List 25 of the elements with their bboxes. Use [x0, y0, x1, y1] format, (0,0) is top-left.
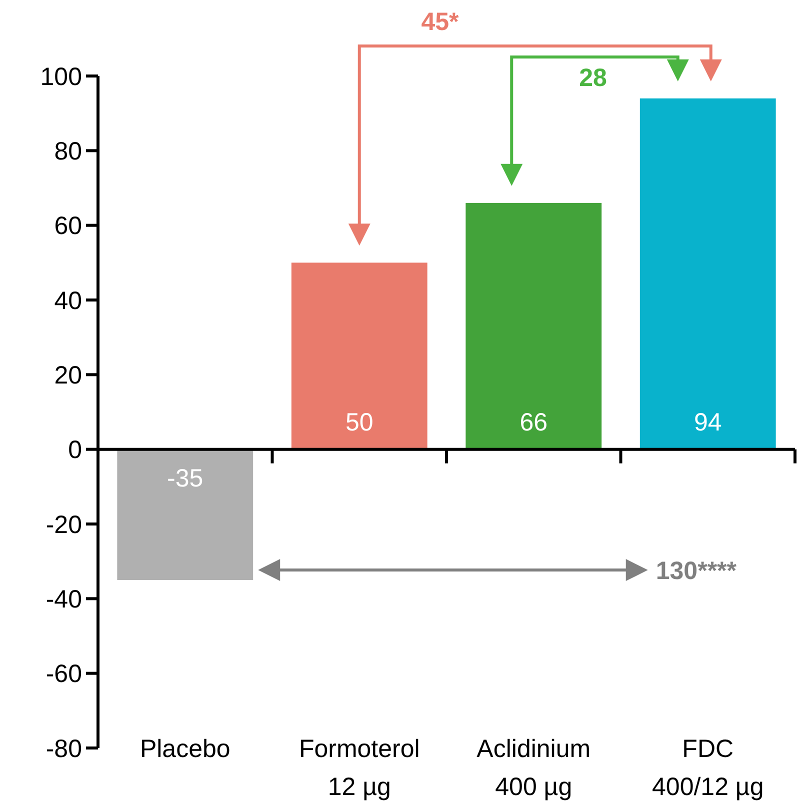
- y-tick-label: -20: [46, 510, 82, 539]
- annotation: 130****: [656, 556, 737, 585]
- bar: [466, 202, 602, 450]
- y-tick-label: 40: [54, 286, 82, 315]
- bar: [291, 262, 428, 450]
- data-label: 50: [345, 408, 374, 436]
- x-tick-label: Aclidinium 400 µg: [476, 735, 591, 801]
- data-label: 66: [520, 408, 548, 436]
- bar: [117, 449, 254, 580]
- annotation: 28: [579, 64, 607, 92]
- y-tick-label: -60: [46, 660, 82, 688]
- y-tick-label: 60: [54, 212, 82, 240]
- bar: [640, 98, 776, 450]
- x-tick-label: Placebo: [140, 735, 230, 763]
- y-tick-label: 20: [54, 361, 82, 390]
- y-tick-label: 0: [68, 436, 82, 464]
- y-tick-label: -80: [46, 734, 82, 763]
- y-tick-label: 100: [40, 62, 82, 91]
- data-label: -35: [167, 464, 204, 492]
- text: 45*: [421, 8, 460, 36]
- x-tick-label: Formoterol 12 µg: [298, 735, 420, 801]
- x-tick-label: FDC 400/12 µg: [652, 735, 764, 801]
- y-tick-label: -40: [46, 585, 82, 614]
- y-tick-label: 80: [54, 137, 82, 166]
- data-label: 94: [694, 408, 722, 436]
